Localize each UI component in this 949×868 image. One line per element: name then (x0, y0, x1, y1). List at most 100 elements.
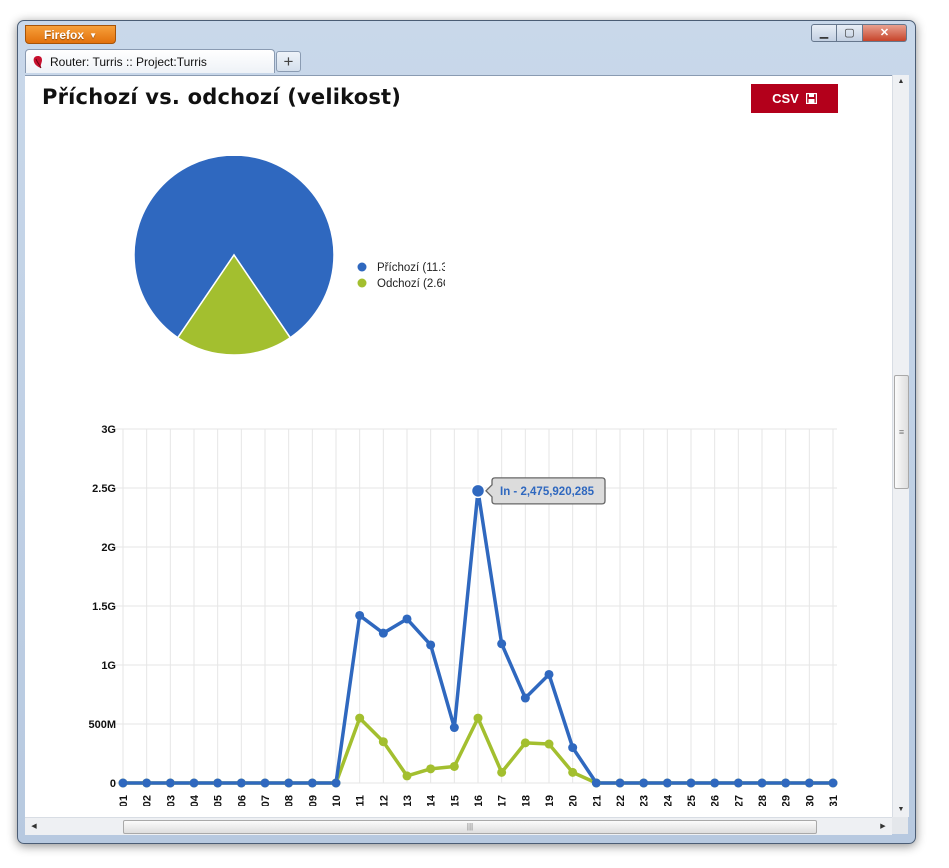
x-tick-label: 31 (828, 795, 840, 806)
save-icon (805, 93, 817, 104)
firefox-menu-button[interactable]: Firefox ▼ (25, 25, 116, 44)
data-point-1-18[interactable] (520, 738, 530, 748)
scroll-down-arrow-icon[interactable]: ▼ (897, 806, 905, 813)
data-point-0-10[interactable] (331, 778, 341, 788)
data-point-0-22[interactable] (615, 778, 625, 788)
data-point-0-13[interactable] (402, 614, 412, 624)
browser-window: Firefox ▼ ▁ ▢ ✕ Router: Turris :: Projec… (17, 20, 916, 844)
x-tick-label: 23 (639, 795, 651, 806)
legend-label-0: Příchozí (11.3GB-81%) (377, 262, 445, 274)
data-point-0-18[interactable] (520, 693, 530, 703)
data-point-0-30[interactable] (804, 778, 814, 788)
data-point-0-14[interactable] (426, 640, 436, 650)
tooltip-text: In - 2,475,920,285 (500, 486, 595, 498)
horizontal-scrollbar[interactable]: ◀ ||| ▶ (25, 817, 892, 835)
data-point-0-17[interactable] (497, 639, 507, 649)
page-title: Příchozí vs. odchozí (velikost) (42, 85, 402, 109)
vertical-scrollbar[interactable]: ▲ ≡ ▼ (892, 75, 909, 817)
data-point-0-07[interactable] (260, 778, 270, 788)
data-point-0-06[interactable] (236, 778, 246, 788)
data-point-1-14[interactable] (426, 764, 436, 774)
data-point-1-20[interactable] (568, 767, 578, 777)
data-point-0-04[interactable] (189, 778, 199, 788)
pie-chart: Příchozí (11.3GB-81%) Odchozí (2.6GB-19%) (133, 156, 445, 356)
data-point-1-15[interactable] (449, 761, 459, 771)
data-point-0-24[interactable] (662, 778, 672, 788)
data-point-1-19[interactable] (544, 739, 554, 749)
data-point-0-09[interactable] (307, 778, 317, 788)
data-point-0-25[interactable] (686, 778, 696, 788)
x-tick-label: 01 (118, 795, 130, 806)
csv-export-button[interactable]: CSV (751, 84, 838, 113)
dropdown-arrow-icon: ▼ (89, 31, 97, 40)
data-point-0-20[interactable] (568, 743, 578, 753)
x-tick-label: 15 (449, 795, 461, 806)
tab-router-turris[interactable]: Router: Turris :: Project:Turris (25, 49, 275, 73)
x-tick-label: 03 (165, 795, 177, 806)
pie-slice-odchozi[interactable] (176, 253, 292, 356)
data-point-0-29[interactable] (781, 778, 791, 788)
pie-slice-prichozi[interactable] (133, 156, 335, 339)
data-point-0-21[interactable] (591, 778, 601, 788)
x-tick-label: 30 (804, 795, 816, 806)
legend-marker-0 (357, 262, 367, 272)
data-point-0-27[interactable] (733, 778, 743, 788)
x-tick-label: 28 (757, 795, 769, 806)
window-controls: ▁ ▢ ✕ (811, 24, 907, 43)
data-point-1-13[interactable] (402, 771, 412, 781)
tab-bar: Router: Turris :: Project:Turris + (18, 47, 915, 75)
data-point-0-05[interactable] (213, 778, 223, 788)
scroll-right-arrow-icon[interactable]: ▶ (880, 823, 886, 830)
highlighted-point[interactable] (470, 483, 486, 499)
scrollbar-corner (892, 817, 908, 834)
y-tick-label: 1G (101, 660, 116, 672)
x-tick-label: 08 (284, 795, 296, 806)
page-content: Příchozí vs. odchozí (velikost) CSV Příc… (25, 75, 892, 818)
legend-marker-1 (357, 278, 367, 288)
data-point-0-08[interactable] (284, 778, 294, 788)
data-point-0-23[interactable] (639, 778, 649, 788)
x-tick-label: 27 (733, 795, 745, 806)
x-tick-label: 19 (544, 795, 556, 806)
x-tick-label: 21 (591, 795, 603, 806)
y-tick-label: 1.5G (92, 601, 116, 613)
data-point-0-03[interactable] (165, 778, 175, 788)
data-point-0-26[interactable] (710, 778, 720, 788)
data-point-0-19[interactable] (544, 669, 554, 679)
x-tick-label: 12 (378, 795, 390, 806)
y-tick-label: 2.5G (92, 483, 116, 495)
horizontal-scroll-thumb[interactable]: ||| (123, 820, 817, 834)
x-tick-label: 26 (710, 795, 722, 806)
x-tick-label: 04 (189, 794, 201, 806)
x-tick-label: 11 (355, 795, 367, 806)
x-tick-label: 22 (615, 795, 627, 806)
x-tick-label: 09 (307, 795, 319, 806)
x-tick-label: 07 (260, 795, 272, 806)
x-tick-label: 05 (213, 795, 225, 806)
data-point-0-31[interactable] (828, 778, 838, 788)
x-tick-label: 13 (402, 795, 414, 806)
data-point-1-11[interactable] (355, 713, 365, 723)
close-window-button[interactable]: ✕ (863, 24, 907, 42)
data-point-0-11[interactable] (355, 610, 365, 620)
data-point-0-28[interactable] (757, 778, 767, 788)
data-point-0-01[interactable] (118, 778, 128, 788)
maximize-button[interactable]: ▢ (837, 24, 863, 42)
data-point-1-16[interactable] (473, 713, 483, 723)
new-tab-button[interactable]: + (276, 51, 301, 72)
y-tick-label: 3G (101, 424, 116, 436)
data-point-0-02[interactable] (142, 778, 152, 788)
data-point-0-15[interactable] (449, 723, 459, 733)
scroll-up-arrow-icon[interactable]: ▲ (897, 78, 905, 85)
turris-favicon-icon (33, 56, 42, 69)
data-point-1-17[interactable] (497, 767, 507, 777)
data-point-0-12[interactable] (378, 628, 388, 638)
vertical-scroll-thumb[interactable]: ≡ (894, 375, 909, 489)
minimize-button[interactable]: ▁ (811, 24, 837, 42)
y-tick-label: 500M (88, 719, 116, 731)
legend-label-1: Odchozí (2.6GB-19%) (377, 278, 445, 290)
line-chart: 0 500M 1G 1.5G 2G 2.5G 3G 01 02 03 04 05 06 07 08 09 10… (88, 424, 840, 806)
scroll-left-arrow-icon[interactable]: ◀ (31, 823, 37, 830)
data-point-1-12[interactable] (378, 737, 388, 747)
y-tick-label: 0 (110, 778, 116, 790)
